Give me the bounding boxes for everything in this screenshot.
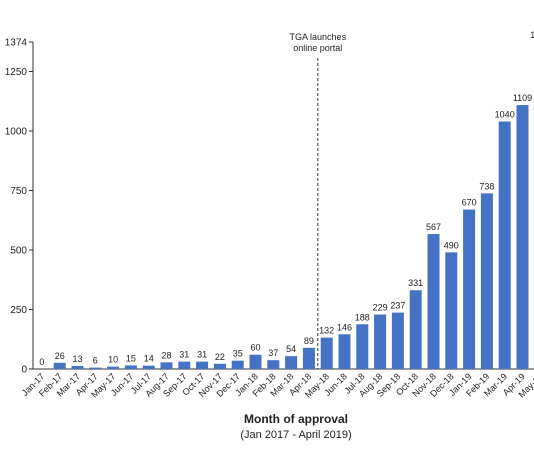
data-label: 567 [426, 222, 441, 232]
data-label: 132 [319, 326, 334, 336]
data-label: 10 [108, 355, 118, 365]
data-label: 490 [444, 240, 459, 250]
bar [178, 361, 191, 369]
data-label: 1040 [495, 109, 515, 119]
y-tick-label: 0 [21, 365, 27, 376]
x-axis-title: Month of approval [244, 412, 348, 426]
data-label: 229 [373, 303, 388, 313]
bar [142, 365, 155, 369]
bar [196, 361, 209, 369]
y-tick-label: 1250 [5, 67, 28, 78]
data-label: 26 [55, 351, 65, 361]
bar [320, 337, 333, 369]
y-tick-label: 750 [10, 186, 27, 197]
bar [463, 209, 476, 369]
bar [409, 290, 422, 369]
data-label: 1374 [530, 30, 534, 40]
bar [285, 356, 298, 369]
bar [231, 360, 244, 369]
bar [498, 121, 511, 370]
bar [391, 312, 404, 369]
data-label: 15 [126, 353, 136, 363]
data-label: 28 [161, 350, 171, 360]
bar [89, 367, 102, 369]
data-label: 13 [72, 354, 82, 364]
data-label: 0 [39, 357, 44, 367]
data-label: 331 [408, 278, 423, 288]
data-label: 31 [197, 350, 207, 360]
data-label: 60 [250, 343, 260, 353]
annotation-text: TGA launches [290, 32, 347, 42]
data-label: 31 [179, 350, 189, 360]
data-label: 1109 [513, 93, 532, 103]
bar [71, 365, 84, 369]
data-label: 738 [479, 181, 494, 191]
data-label: 188 [355, 312, 370, 322]
bar [427, 234, 440, 369]
bar [445, 252, 458, 369]
bar [338, 334, 351, 369]
bar [480, 193, 493, 369]
bar [53, 362, 66, 369]
y-tick-label: 250 [10, 305, 27, 316]
x-axis-subtitle: (Jan 2017 - April 2019) [240, 429, 351, 441]
bar [267, 360, 280, 369]
bar [213, 363, 226, 369]
bar [160, 362, 173, 369]
data-label: 14 [144, 354, 154, 364]
bar [249, 354, 262, 369]
data-label: 54 [286, 344, 296, 354]
bar [302, 347, 315, 369]
bar [107, 366, 120, 369]
data-label: 670 [462, 198, 477, 208]
bar [356, 324, 369, 369]
data-label: 89 [304, 336, 314, 346]
y-tick-label: 1000 [5, 127, 28, 138]
bar [516, 105, 529, 369]
data-label: 37 [268, 348, 278, 358]
data-label: 22 [215, 352, 225, 362]
data-label: 146 [337, 322, 352, 332]
bar [374, 314, 387, 369]
y-tick-label: 1374 [5, 38, 28, 49]
data-label: 237 [390, 301, 405, 311]
data-label: 6 [93, 356, 98, 366]
data-label: 35 [233, 349, 243, 359]
y-tick-label: 500 [10, 246, 27, 257]
annotation-text: online portal [293, 43, 342, 53]
bar [124, 365, 137, 369]
